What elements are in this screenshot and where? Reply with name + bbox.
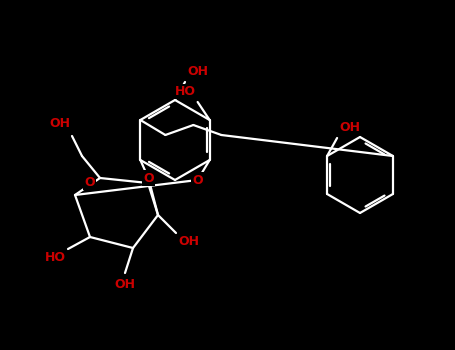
Text: OH: OH (115, 278, 136, 291)
Text: OH: OH (339, 121, 360, 134)
Text: OH: OH (49, 117, 70, 130)
Text: O: O (84, 176, 95, 189)
Text: O: O (143, 172, 154, 184)
Text: HO: HO (175, 85, 196, 98)
Text: OH: OH (178, 235, 199, 248)
Text: HO: HO (45, 251, 66, 264)
Text: O: O (192, 174, 203, 187)
Text: OH: OH (187, 65, 208, 78)
